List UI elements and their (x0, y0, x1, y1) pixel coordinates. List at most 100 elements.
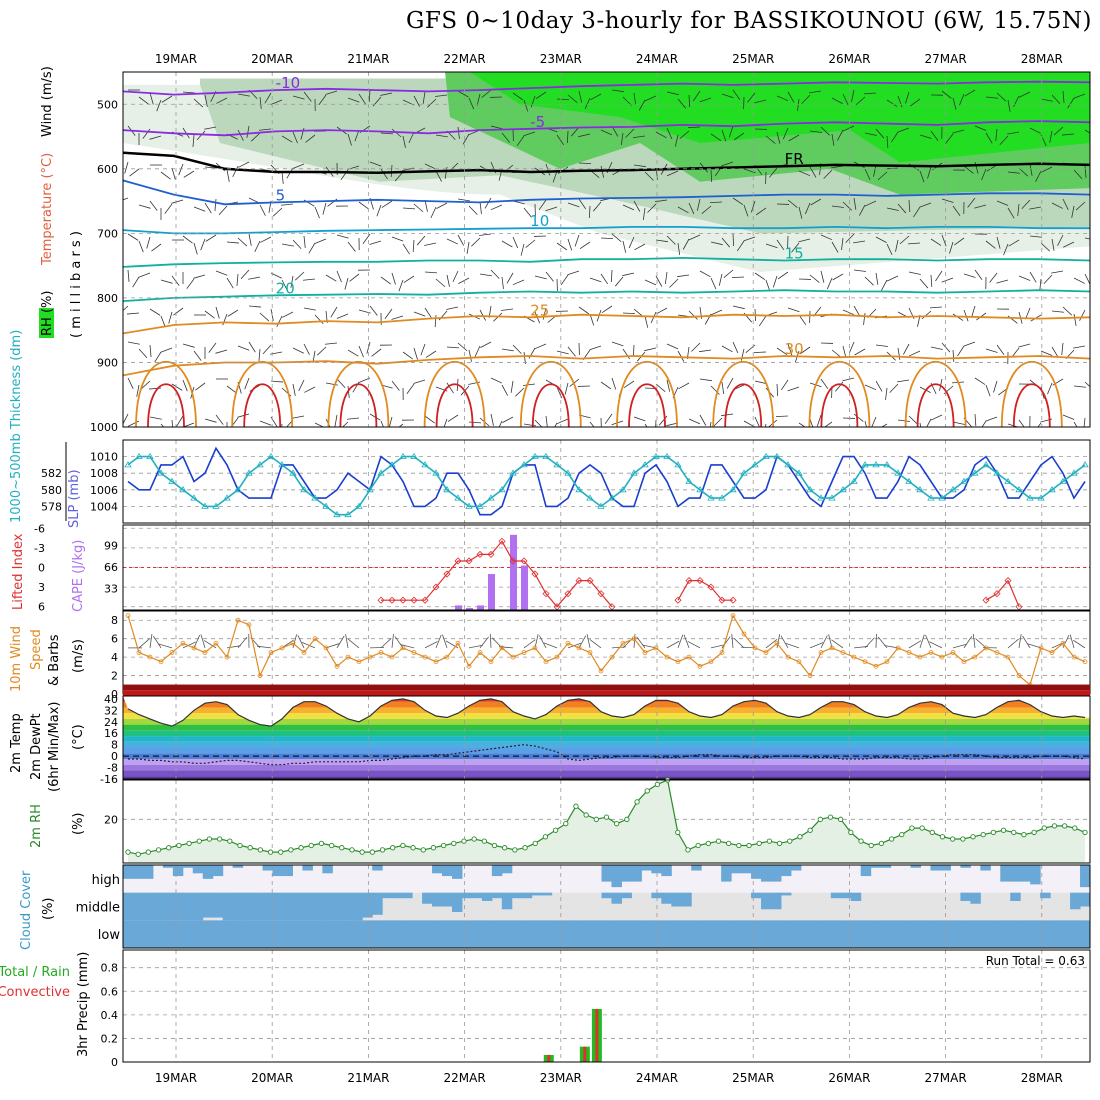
cloud-cell (1070, 892, 1081, 910)
wind-barb (701, 205, 712, 215)
wind-barb (535, 91, 547, 100)
wind-barb (910, 98, 921, 107)
thickness-marker (949, 486, 957, 493)
wind-barb (358, 309, 371, 314)
wind-barb (755, 207, 767, 216)
wind-barb (853, 305, 861, 317)
thickness-marker (993, 469, 1001, 476)
wind-barb (394, 171, 404, 182)
wind-barb (523, 351, 526, 364)
wind-barb (204, 418, 217, 423)
wind-barb (688, 202, 695, 215)
wind-barb (154, 351, 162, 363)
wind-barb (891, 131, 899, 143)
wind-barb (809, 130, 822, 133)
wind-barb (733, 132, 745, 141)
wind-barb (981, 420, 987, 427)
rh2m-marker (644, 788, 650, 794)
wind-barb (182, 343, 195, 348)
cloud-cell (221, 920, 234, 948)
wind-barb (963, 309, 969, 322)
wind-barb (457, 90, 469, 98)
wind-speed-marker (1060, 640, 1066, 646)
rh2m-marker (145, 849, 152, 855)
wind-barb (642, 207, 646, 220)
cape-bar (455, 605, 462, 610)
rh2m-marker (960, 836, 966, 842)
wind-barb (889, 383, 899, 393)
wind-barb (530, 95, 536, 108)
wind-barb (1018, 275, 1031, 281)
cloud-cell (914, 920, 926, 948)
rh2m-marker (1082, 829, 1088, 836)
cloud-cell (292, 892, 303, 921)
wind-barb (787, 307, 800, 313)
wind-barb (218, 205, 228, 216)
thickness-marker (762, 452, 770, 459)
cloud-cell (761, 892, 772, 910)
isotherm-hot-cell (724, 383, 763, 427)
wind-barb (718, 273, 723, 286)
wind-barb (897, 419, 910, 422)
cloud-cell (362, 892, 373, 918)
rh2m-marker (125, 849, 131, 855)
wind-barb (669, 278, 679, 288)
li-marker (564, 590, 572, 598)
cloud-cell (793, 920, 805, 948)
wind-barb (501, 240, 513, 248)
wind-barb (479, 273, 492, 277)
thickness-marker (729, 486, 737, 493)
wind-barb (347, 241, 356, 252)
wind-barb (967, 197, 976, 208)
slp-line (127, 446, 1086, 516)
precip-label-1: Total / Rain (0, 965, 70, 980)
wind-barb (634, 243, 646, 251)
wind-barb (303, 343, 310, 355)
cloud-cell (1000, 865, 1011, 882)
wind-speed-marker (202, 650, 208, 655)
wind-barb (515, 387, 525, 397)
thickness-marker (553, 461, 561, 468)
thickness-marker (366, 486, 374, 493)
cloud-cell (162, 865, 174, 868)
cloud-cell (1046, 920, 1058, 948)
wind-barb (237, 237, 248, 247)
wind-barb (402, 135, 406, 148)
wind-barb (710, 133, 722, 142)
wind-barb (985, 416, 998, 422)
wind-speed-marker (906, 650, 912, 655)
wind-barb (161, 95, 173, 103)
panel-frame (122, 524, 1091, 611)
temp-tick: 24 (104, 716, 118, 729)
rh2m-marker (288, 847, 294, 853)
wind10-barb (929, 641, 943, 649)
rh2m-marker (461, 838, 467, 844)
wind-barb (797, 98, 800, 111)
wind-barb (809, 90, 822, 94)
wind-barb (886, 207, 899, 211)
wind-barb (391, 236, 404, 242)
wind-barb (466, 241, 470, 254)
wind-barb (897, 379, 910, 383)
wind-barb (750, 200, 756, 213)
cloud-cell (761, 865, 772, 882)
wind-speed-marker (895, 645, 901, 651)
wind-speed-marker (972, 654, 978, 660)
li-marker (399, 596, 407, 604)
thickness-marker (971, 469, 979, 476)
cloud-cell (628, 920, 640, 948)
wind-speed-marker (598, 668, 604, 674)
cloud-cell (1002, 920, 1014, 948)
wind-barb (237, 413, 250, 418)
wind-barb (510, 380, 514, 393)
wind-speed-marker (125, 613, 131, 619)
wind-barb (611, 89, 624, 93)
cloud-cell (770, 892, 782, 910)
wind10-barb (391, 633, 394, 648)
rh2m-marker (990, 829, 997, 836)
wind-barb (1051, 346, 1059, 358)
wind-barb (471, 237, 481, 247)
wind-barb (696, 198, 701, 211)
wind-barb (250, 132, 261, 142)
cloud-cell (155, 920, 168, 948)
